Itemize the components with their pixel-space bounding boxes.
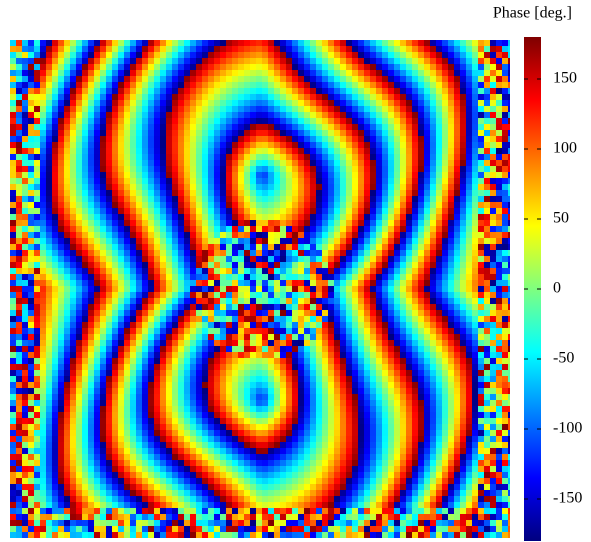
colorbar-tick-label: 50	[553, 210, 569, 227]
colorbar-tick-label: -50	[553, 350, 574, 367]
colorbar-tick-label: -100	[553, 420, 582, 437]
colorbar-tick-label: 100	[553, 140, 577, 157]
colorbar	[524, 37, 541, 541]
colorbar-tick-label: -150	[553, 490, 582, 507]
phase-image	[10, 40, 510, 538]
colorbar-label: Phase [deg.]	[493, 5, 572, 22]
colorbar-tick-label: 150	[553, 70, 577, 87]
colorbar-tick-label: 0	[553, 280, 561, 297]
